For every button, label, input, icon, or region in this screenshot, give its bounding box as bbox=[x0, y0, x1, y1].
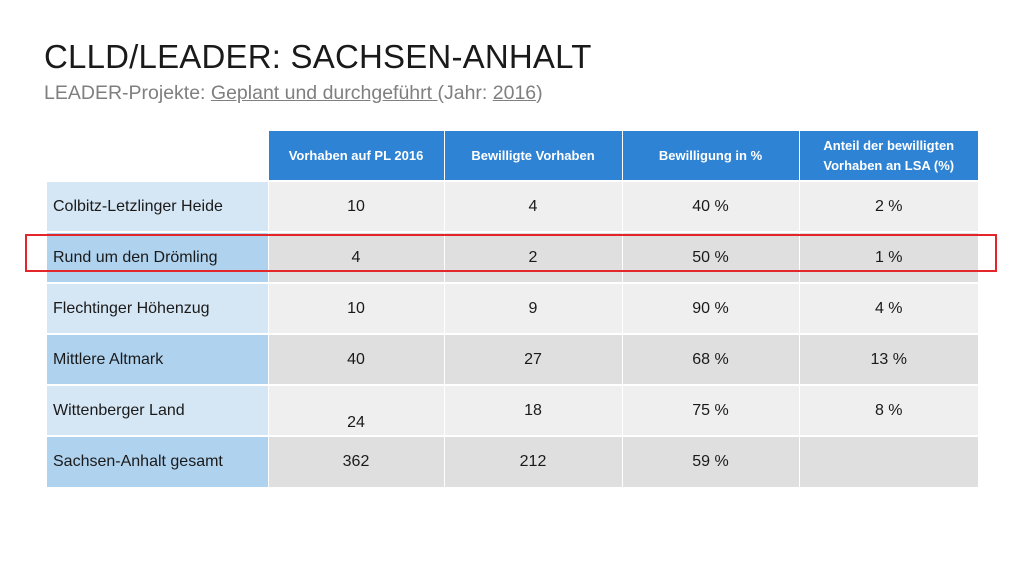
cell-approval-rate: 40 % bbox=[621, 181, 799, 232]
slide-title: CLLD/LEADER: SACHSEN-ANHALT bbox=[44, 38, 592, 75]
table-row: Rund um den Drömling 4 2 50 % 1 % bbox=[47, 232, 978, 283]
subtitle-link-year: 2016 bbox=[492, 82, 537, 104]
cell-planned: 10 bbox=[267, 181, 444, 232]
highlight-box bbox=[25, 234, 997, 272]
row-name: Rund um den Drömling bbox=[47, 232, 268, 283]
table-row: Wittenberger Land 24 18 75 % 8 % bbox=[47, 385, 978, 436]
header-approval-rate: Bewilligung in % bbox=[621, 131, 799, 181]
cell-approved: 18 bbox=[443, 385, 622, 436]
cell-approval-rate: 90 % bbox=[621, 283, 799, 334]
row-name: Flechtinger Höhenzug bbox=[47, 283, 268, 334]
subtitle-middle: (Jahr: bbox=[437, 82, 493, 104]
table-row: Mittlere Altmark 40 27 68 % 13 % bbox=[47, 334, 978, 385]
cell-planned: 24 bbox=[267, 385, 444, 436]
row-name: Sachsen-Anhalt gesamt bbox=[47, 436, 268, 487]
cell-approval-rate: 75 % bbox=[621, 385, 799, 436]
subtitle-suffix: ) bbox=[536, 82, 543, 104]
slide-subtitle: LEADER-Projekte: Geplant und durchgeführ… bbox=[44, 82, 543, 105]
header-corner bbox=[47, 131, 268, 181]
subtitle-link-planned: Geplant und durchgeführt bbox=[210, 82, 438, 104]
cell-planned: 4 bbox=[267, 232, 444, 283]
row-name: Wittenberger Land bbox=[47, 385, 268, 436]
row-name: Mittlere Altmark bbox=[47, 334, 268, 385]
header-share-lsa: Anteil der bewilligten Vorhaben an LSA (… bbox=[798, 131, 978, 181]
cell-approved: 27 bbox=[443, 334, 622, 385]
header-approved: Bewilligte Vorhaben bbox=[443, 131, 622, 181]
table-row: Colbitz-Letzlinger Heide 10 4 40 % 2 % bbox=[47, 181, 978, 232]
cell-share-lsa: 1 % bbox=[798, 232, 978, 283]
cell-share-lsa: 8 % bbox=[798, 385, 978, 436]
cell-planned: 10 bbox=[267, 283, 444, 334]
table-header-row: Vorhaben auf PL 2016 Bewilligte Vorhaben… bbox=[47, 131, 978, 181]
header-planned: Vorhaben auf PL 2016 bbox=[267, 131, 444, 181]
subtitle-prefix: LEADER-Projekte: bbox=[44, 82, 211, 104]
cell-approved: 212 bbox=[443, 436, 622, 487]
cell-approval-rate: 50 % bbox=[621, 232, 799, 283]
table-row-total: Sachsen-Anhalt gesamt 362 212 59 % bbox=[47, 436, 978, 487]
row-name: Colbitz-Letzlinger Heide bbox=[47, 181, 268, 232]
table-row: Flechtinger Höhenzug 10 9 90 % 4 % bbox=[47, 283, 978, 334]
cell-approved: 9 bbox=[443, 283, 622, 334]
cell-share-lsa: 2 % bbox=[798, 181, 978, 232]
cell-share-lsa bbox=[798, 436, 978, 487]
cell-approved: 4 bbox=[443, 181, 622, 232]
cell-planned: 362 bbox=[267, 436, 444, 487]
leader-projects-table: Vorhaben auf PL 2016 Bewilligte Vorhaben… bbox=[47, 131, 978, 487]
cell-approval-rate: 59 % bbox=[621, 436, 799, 487]
cell-share-lsa: 13 % bbox=[798, 334, 978, 385]
cell-approval-rate: 68 % bbox=[621, 334, 799, 385]
cell-planned: 40 bbox=[267, 334, 444, 385]
cell-approved: 2 bbox=[443, 232, 622, 283]
cell-share-lsa: 4 % bbox=[798, 283, 978, 334]
